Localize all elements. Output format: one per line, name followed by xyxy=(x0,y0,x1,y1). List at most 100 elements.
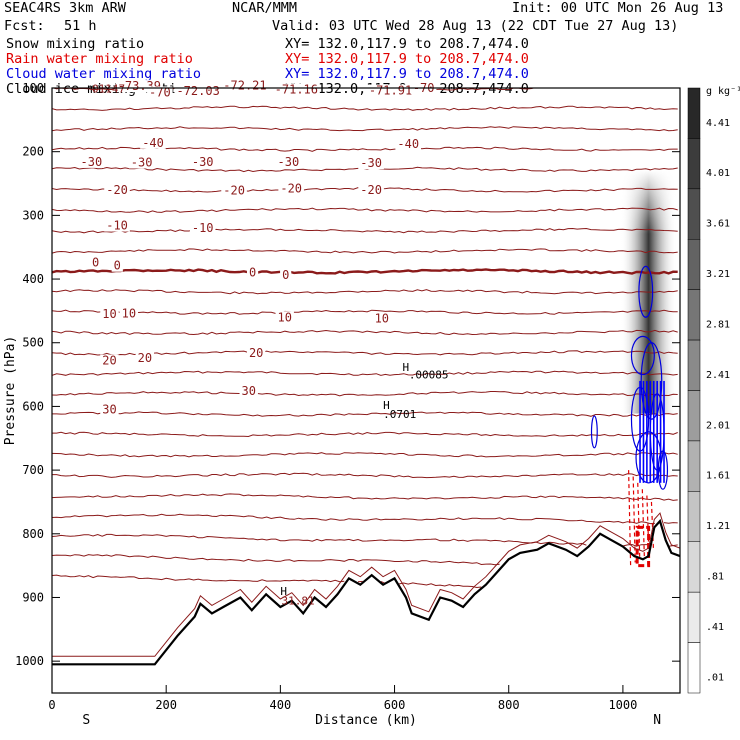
contour-label-bg xyxy=(246,346,266,359)
point-label: H xyxy=(403,361,410,374)
field-rain-xy: XY= 132.0,117.9 to 208.7,474.0 xyxy=(285,51,529,67)
temperature-contour xyxy=(52,105,678,111)
contour-label: 30 xyxy=(102,403,116,417)
colorbar-swatch xyxy=(687,188,701,240)
colorbar-swatch xyxy=(687,390,701,442)
y-tick-label: 900 xyxy=(22,590,44,604)
contour-label: -20 xyxy=(360,183,382,197)
colorbar-swatch xyxy=(687,339,701,391)
contour-label-bg xyxy=(89,256,102,269)
contour-label-bg xyxy=(372,312,391,325)
cloud-water-contour xyxy=(657,450,669,490)
x-axis-label: Distance (km) xyxy=(315,713,417,728)
x-tick-label: 400 xyxy=(270,698,292,712)
temperature-contour xyxy=(52,289,678,295)
point-label: 01147 xyxy=(92,83,125,96)
contour-label: -10 xyxy=(106,219,128,233)
x-tick-label: 1000 xyxy=(608,698,637,712)
contour-label-bg xyxy=(278,182,304,195)
plot-frame xyxy=(51,87,681,694)
colorbar-label: 2.41 xyxy=(706,370,730,381)
contour-label-bg xyxy=(140,136,166,149)
y-tick-label: 1000 xyxy=(15,654,44,668)
contour-label-bg xyxy=(104,183,130,196)
colorbar-swatch xyxy=(687,541,701,593)
contour-label-bg xyxy=(100,354,119,367)
temperature-contour xyxy=(52,227,678,234)
contour-label-bg xyxy=(358,157,384,170)
contour-label: 20 xyxy=(102,354,116,368)
field-snow-xy: XY= 132.0,117.9 to 208.7,474.0 xyxy=(285,36,529,52)
colorbar-label: 1.61 xyxy=(706,471,730,482)
colorbar-swatch xyxy=(687,591,701,643)
terrain-line xyxy=(52,518,680,666)
rain-contour xyxy=(628,470,632,566)
cloud-water-contour xyxy=(630,335,655,376)
contour-label-bg xyxy=(135,352,155,365)
contour-label: -20 xyxy=(223,184,245,198)
contour-label: -10 xyxy=(192,221,214,235)
contour-label: -30 xyxy=(131,156,153,170)
contour-label: 10 xyxy=(122,306,136,320)
contour-label: 10 xyxy=(375,312,389,326)
contour-label: 0 xyxy=(282,268,289,282)
point-label: .00085 xyxy=(409,369,449,382)
contour-label: -30 xyxy=(81,155,103,169)
colorbar-label: 2.81 xyxy=(706,319,730,330)
contour-label-bg xyxy=(100,403,119,416)
colorbar-label: 1.21 xyxy=(706,521,730,532)
contour-label-bg xyxy=(272,83,320,96)
colorbar-label: .41 xyxy=(706,622,724,633)
point-label: H xyxy=(280,585,287,598)
contour-label: 0 xyxy=(249,266,256,280)
rain-contour xyxy=(650,501,655,550)
y-tick-label: 800 xyxy=(22,527,44,541)
field-cloud-water-xy: XY= 132.0,117.9 to 208.7,474.0 xyxy=(285,66,529,82)
contour-label-bg xyxy=(246,266,259,279)
init-time: Init: 00 UTC Mon 26 Aug 13 xyxy=(512,0,724,16)
colorbar-swatch xyxy=(687,491,701,543)
colorbar-label: .01 xyxy=(706,672,724,683)
y-tick-label: 100 xyxy=(22,81,44,95)
contour-label-bg xyxy=(128,156,155,169)
field-rain: Rain water mixing ratio xyxy=(6,51,193,67)
cloud-water-contour xyxy=(638,265,654,318)
contour-label: -72.03 xyxy=(176,84,219,98)
run-title: SEAC4RS 3km ARW xyxy=(4,0,126,16)
contour-label-bg xyxy=(189,155,216,168)
contour-label-bg xyxy=(280,269,292,282)
contour-label-bg xyxy=(111,259,123,272)
temperature-contour xyxy=(52,574,482,589)
contour-label-bg xyxy=(395,138,421,151)
temperature-contour xyxy=(52,350,678,356)
valid-time: Valid: 03 UTC Wed 28 Aug 13 (22 CDT Tue … xyxy=(272,18,679,34)
contour-label: 20 xyxy=(249,346,263,360)
rain-contour xyxy=(637,482,641,560)
y-axis-label: Pressure (hPa) xyxy=(3,336,18,446)
surface-contour xyxy=(52,512,680,657)
contour-label: -30 xyxy=(278,155,300,169)
contour-label-bg xyxy=(189,222,216,235)
colorbar-swatch xyxy=(687,239,701,290)
temperature-contour xyxy=(52,391,678,397)
contour-label-bg xyxy=(239,385,258,398)
temperature-contour xyxy=(52,268,678,275)
y-tick-label: 600 xyxy=(22,399,44,413)
contour-label-bg xyxy=(147,86,173,99)
contour-label: 30 xyxy=(242,384,256,398)
point-label: 31.81 xyxy=(282,595,315,608)
temperature-contour xyxy=(52,554,500,566)
contour-label-bg xyxy=(358,183,384,196)
contour-label: 20 xyxy=(138,351,152,365)
rain-contour xyxy=(646,495,650,553)
temperature-contour xyxy=(52,452,678,458)
cloud-water-contour xyxy=(590,415,598,449)
colorbar-swatch xyxy=(687,440,701,492)
contour-label: -71.16 xyxy=(275,82,318,96)
contour-label: 10 xyxy=(278,310,292,324)
colorbar-swatch xyxy=(687,642,701,694)
y-tick-label: 200 xyxy=(22,145,44,159)
colorbar-unit: g kg⁻¹ xyxy=(706,86,740,97)
contour-label: -70 xyxy=(149,85,171,99)
